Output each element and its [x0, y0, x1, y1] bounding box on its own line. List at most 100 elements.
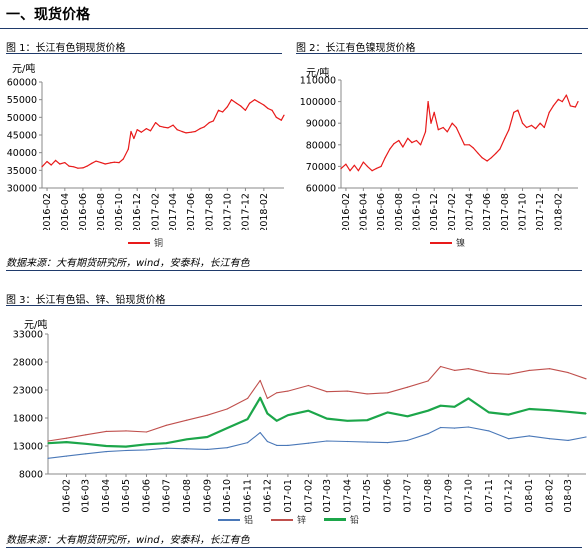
- data-point-铅: [125, 446, 127, 448]
- data-point-锌: [307, 384, 309, 387]
- x-tick-label: 2016-09: [202, 479, 213, 512]
- data-point-铜: [280, 119, 282, 121]
- x-tick-label: 2017-04: [168, 193, 179, 230]
- data-point-镍: [375, 168, 377, 170]
- x-tick-label: 2016-06: [141, 479, 152, 512]
- data-point-铜: [167, 127, 169, 129]
- data-point-铜: [41, 166, 43, 168]
- data-point-铜: [283, 114, 285, 116]
- y-tick-label: 70000: [306, 162, 336, 173]
- data-point-铅: [549, 409, 551, 411]
- data-point-铅: [145, 443, 148, 445]
- legend-label-zinc: 锌: [297, 516, 307, 526]
- data-point-铅: [165, 442, 167, 444]
- data-point-铝: [549, 438, 551, 440]
- data-point-铜: [50, 164, 52, 166]
- data-point-铜: [145, 128, 147, 130]
- data-point-铝: [259, 432, 261, 434]
- data-point-铜: [136, 129, 138, 131]
- data-point-铅: [406, 415, 409, 417]
- data-point-镍: [517, 109, 519, 111]
- legend-item-aluminum: 铝: [218, 513, 253, 526]
- data-point-铝: [186, 448, 188, 450]
- data-point-镍: [380, 165, 382, 167]
- data-point-铝: [65, 455, 68, 457]
- x-tick-label: 2017-11: [484, 479, 495, 512]
- data-point-锌: [165, 424, 167, 426]
- x-tick-label: 2016-12: [132, 193, 143, 230]
- data-point-锌: [585, 378, 587, 380]
- data-point-锌: [567, 372, 569, 374]
- data-point-铜: [133, 137, 135, 140]
- data-point-铅: [206, 436, 208, 438]
- chart2-caption: 图 2：长江有色镍现货价格: [296, 43, 416, 54]
- y-tick-label: 60000: [306, 184, 336, 195]
- data-point-铝: [287, 444, 289, 446]
- x-tick-label: 2016-12: [262, 479, 273, 512]
- data-point-铜: [130, 130, 132, 133]
- data-point-镍: [543, 126, 545, 129]
- y-tick-label: 28000: [13, 358, 43, 369]
- data-point-铅: [266, 412, 268, 415]
- data-point-铝: [266, 440, 268, 443]
- data-point-铝: [47, 457, 49, 459]
- data-point-铜: [203, 126, 205, 128]
- data-point-镍: [415, 139, 418, 142]
- data-point-锌: [346, 390, 348, 392]
- x-tick-label: 2016-08: [182, 479, 193, 512]
- data-point-铅: [387, 411, 389, 413]
- data-point-铝: [206, 448, 208, 450]
- data-point-镍: [446, 131, 448, 133]
- data-point-铜: [64, 162, 66, 164]
- data-point-铜: [258, 101, 260, 103]
- data-point-铜: [95, 160, 97, 162]
- x-tick-label: 2016-11: [243, 479, 254, 512]
- data-point-锌: [406, 386, 409, 388]
- data-point-镍: [353, 164, 355, 166]
- data-point-铜: [212, 120, 214, 122]
- data-point-锌: [287, 390, 289, 392]
- source-bottom-rule: [6, 547, 582, 548]
- chart2-caption-rule: [296, 53, 582, 54]
- data-point-镍: [366, 165, 368, 167]
- data-point-铅: [585, 412, 587, 415]
- data-point-锌: [467, 368, 469, 370]
- data-point-镍: [539, 122, 541, 124]
- y-tick-label: 35000: [7, 166, 37, 177]
- data-point-铝: [247, 442, 249, 444]
- data-point-铜: [208, 122, 210, 124]
- data-point-铝: [85, 453, 87, 455]
- data-point-铜: [176, 129, 178, 131]
- data-point-铝: [427, 433, 429, 435]
- data-point-锌: [105, 430, 107, 432]
- data-point-锌: [47, 440, 49, 442]
- data-point-铅: [226, 427, 228, 429]
- x-tick-label: 2016-08: [394, 193, 405, 230]
- data-point-锌: [145, 431, 148, 433]
- legend-item-lead: 铅: [324, 513, 359, 526]
- data-point-铅: [366, 419, 368, 421]
- data-point-铜: [113, 161, 115, 163]
- data-point-铜: [149, 130, 152, 132]
- data-point-镍: [508, 129, 510, 131]
- data-point-铜: [222, 111, 224, 113]
- x-tick-label: 2017-02: [303, 479, 314, 512]
- data-point-铜: [181, 130, 183, 133]
- data-point-铅: [276, 420, 278, 422]
- data-point-铅: [85, 443, 87, 445]
- data-point-镍: [530, 124, 533, 126]
- data-point-铝: [467, 426, 469, 428]
- data-point-锌: [276, 392, 278, 394]
- series-line-锌: [47, 365, 587, 442]
- data-point-铜: [244, 109, 246, 111]
- y-tick-label: 80000: [306, 140, 336, 151]
- data-point-镍: [402, 146, 404, 148]
- x-tick-label: 2016-10: [412, 193, 423, 230]
- data-point-铅: [65, 441, 68, 443]
- data-point-锌: [440, 365, 442, 368]
- data-point-镍: [504, 137, 506, 139]
- chart1-copper-price: 30000 35000 40000 45000 50000 55000 60000 2016-…: [7, 78, 285, 230]
- data-point-锌: [488, 372, 490, 374]
- data-point-镍: [384, 157, 386, 159]
- chart3-caption: 图 3：长江有色铝、锌、铅现货价格: [6, 295, 166, 306]
